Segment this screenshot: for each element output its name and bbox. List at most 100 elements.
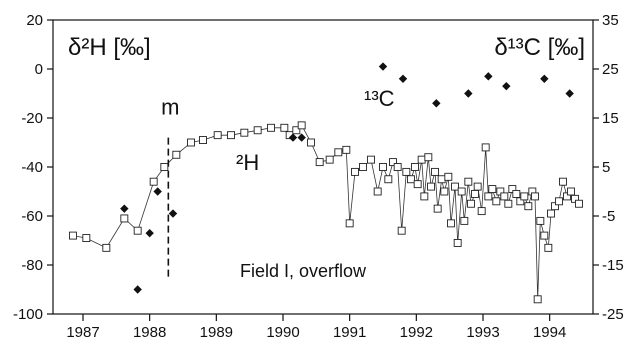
h-data-point (172, 150, 181, 159)
right-tick-label: 25 (602, 61, 619, 78)
c-data-point (398, 74, 408, 83)
h-data-point (551, 202, 559, 211)
right-tick-label: 15 (602, 110, 619, 127)
h-data-point (500, 192, 509, 201)
x-axis: 1987 1988 1989 1990 1991 1992 1993 1994 (66, 314, 566, 338)
h-data-point (407, 175, 415, 184)
h-data-point (345, 219, 354, 228)
right-axis-title: δ¹³C [‰] (494, 34, 585, 61)
right-tick-label: 5 (602, 159, 610, 176)
h-data-point (69, 231, 77, 240)
x-tick-label: 1991 (333, 324, 366, 338)
h-data-point (187, 138, 195, 147)
x-tick-label: 1990 (266, 324, 299, 338)
c-data-point (432, 99, 441, 108)
h-data-point (389, 158, 397, 167)
h-data-point (424, 153, 433, 162)
h-data-point (447, 219, 455, 228)
h-data-point (411, 163, 419, 171)
c-data-point (484, 72, 493, 81)
h-data-point (464, 177, 473, 186)
series-label-h: ²H (236, 150, 259, 175)
c-data-point (540, 74, 549, 83)
x-tick-label: 1989 (200, 324, 233, 338)
c-data-point (288, 133, 298, 142)
h-data-point (571, 194, 579, 203)
h-data-point (512, 189, 521, 198)
h-data-point (433, 204, 442, 213)
x-tick-label: 1994 (533, 324, 566, 338)
left-tick-label: 0 (35, 61, 43, 78)
c-data-point (378, 62, 388, 71)
c-data-point (297, 133, 306, 142)
right-axis: 35 25 15 5 -5 -15 -25 (593, 12, 624, 323)
h-data-point (199, 136, 207, 145)
h-data-point (427, 182, 435, 191)
h-data-point (547, 209, 555, 218)
c-data-point (502, 81, 511, 91)
h-data-point (477, 207, 486, 216)
h-data-point (267, 123, 275, 132)
h-data-point (315, 158, 324, 167)
h-data-point (307, 138, 315, 147)
h-data-point (508, 185, 517, 194)
left-axis-title: δ²H [‰] (68, 34, 151, 61)
series-label-c: ¹³C (364, 86, 395, 111)
h-data-point (567, 187, 575, 196)
c-data-point (464, 89, 473, 98)
h-data-point (417, 155, 426, 164)
h-data-point (504, 199, 513, 208)
x-tick-label: 1987 (66, 324, 99, 338)
h-data-point (297, 121, 306, 130)
h-data-point (120, 214, 129, 223)
h-data-point (457, 187, 466, 196)
right-tick-label: -5 (602, 208, 615, 225)
h-series (69, 121, 583, 304)
h-data-point (575, 199, 583, 208)
h-data-point (367, 155, 375, 164)
h-data-point (484, 192, 493, 201)
h-data-point (351, 167, 359, 176)
h-data-point (384, 175, 393, 184)
left-tick-label: -80 (21, 257, 43, 274)
h-data-point (536, 216, 545, 225)
h-data-point (342, 145, 351, 154)
h-data-point (334, 148, 343, 157)
h-data-point (437, 175, 446, 184)
h-data-point (420, 192, 429, 201)
h-data-point (440, 187, 449, 196)
h-data-point (481, 143, 490, 152)
left-tick-label: -20 (21, 110, 43, 127)
h-data-point (524, 202, 533, 211)
h-data-point (397, 226, 406, 235)
h-data-point (292, 126, 301, 135)
h-data-point (473, 182, 482, 191)
right-tick-label: 35 (602, 12, 619, 29)
h-data-point (453, 238, 462, 247)
event-marker-label: m (161, 94, 179, 119)
left-tick-label: 20 (26, 12, 43, 29)
h-data-point (359, 163, 367, 171)
h-data-point (133, 226, 142, 235)
h-data-point (516, 197, 525, 206)
h-data-point (492, 197, 501, 206)
right-tick-label: -15 (602, 257, 624, 274)
h-data-point (431, 167, 439, 176)
h-data-point (555, 197, 563, 206)
h-data-point (540, 231, 549, 240)
c-data-point (168, 209, 178, 218)
h-data-point (373, 187, 382, 196)
h-data-point (102, 243, 111, 252)
c-data-point (133, 285, 142, 294)
h-data-point (451, 182, 459, 191)
annotation-field: Field I, overflow (240, 261, 367, 281)
c-data-point (120, 204, 129, 213)
h-data-point (544, 243, 553, 252)
left-tick-label: -100 (13, 306, 43, 323)
left-tick-label: -60 (21, 208, 43, 225)
h-data-point (444, 172, 453, 181)
h-data-point (379, 163, 387, 171)
x-tick-label: 1988 (133, 324, 166, 338)
h-data-point (82, 234, 91, 243)
